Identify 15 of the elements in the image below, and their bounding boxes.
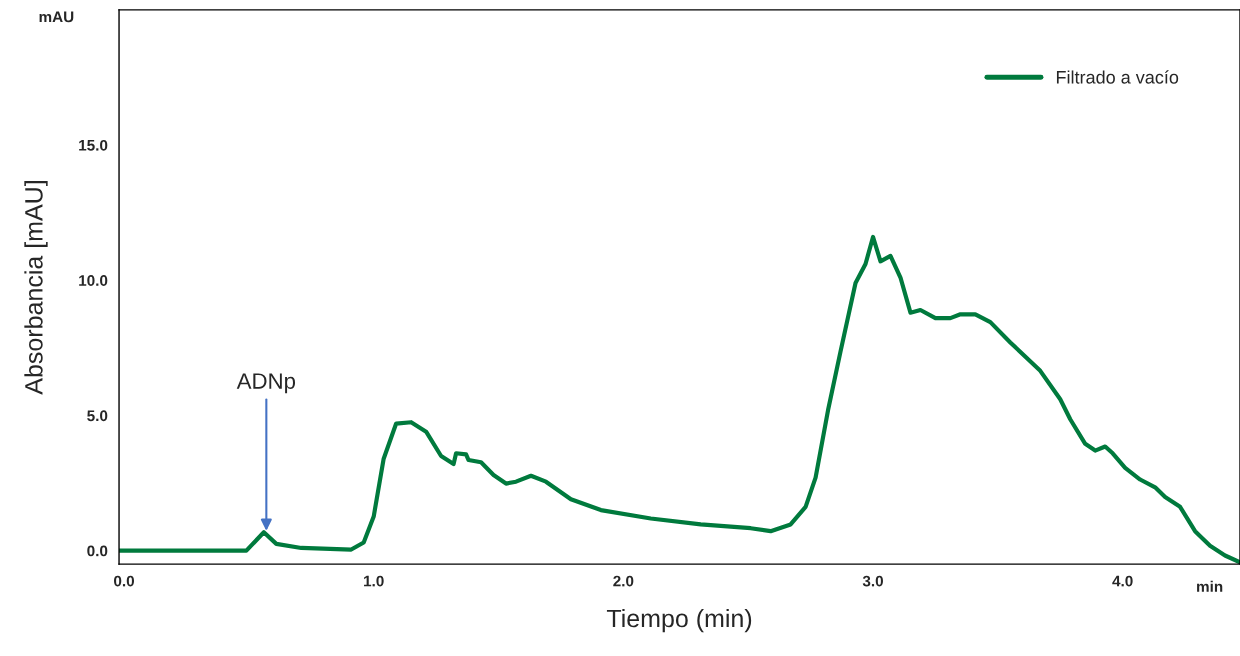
x-axis-title: Tiempo (min) bbox=[606, 608, 752, 633]
y-tick-label: 0.0 bbox=[87, 545, 108, 557]
y-tick-label: 10.0 bbox=[79, 275, 108, 286]
x-tick-label: 1.0 bbox=[364, 575, 384, 587]
y-tick-label: 5.0 bbox=[87, 410, 108, 422]
x-tick-label: 4.0 bbox=[1112, 575, 1133, 587]
x-tick-label: 2.0 bbox=[613, 575, 634, 587]
legend-label: Filtrado a vacío bbox=[1056, 70, 1179, 84]
x-tick-label: 0.0 bbox=[114, 575, 135, 587]
y-tick-label: 15.0 bbox=[79, 139, 108, 151]
text: mAU bbox=[39, 11, 74, 23]
text: min bbox=[1197, 580, 1223, 592]
y-axis-title: Absorbancia [mAU] bbox=[24, 181, 48, 395]
x-tick-label: 3.0 bbox=[862, 575, 883, 587]
annotation: ADNp bbox=[236, 373, 296, 394]
